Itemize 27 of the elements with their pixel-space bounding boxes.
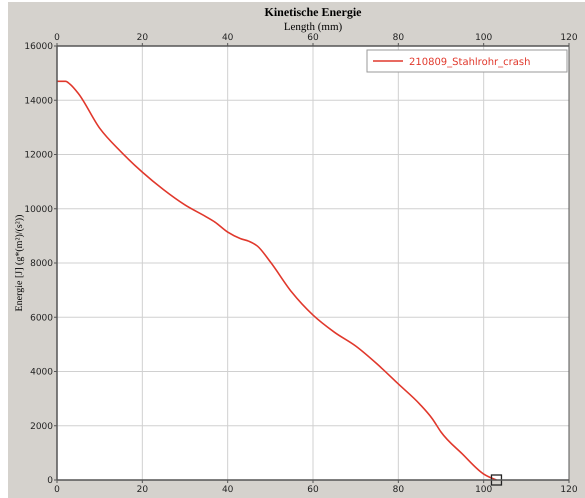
y-tick-label: 14000 [24,96,54,106]
y-tick-label: 2000 [30,422,54,432]
x-tick-label: 80 [392,33,404,43]
x-tick-label: 40 [222,33,234,43]
x-tick-label: 60 [307,33,319,43]
x-tick-label: 100 [475,33,493,43]
x2-axis-title: Length (mm) [284,21,343,33]
y-tick-label: 0 [47,476,54,486]
x2-tick-label: 100 [475,485,493,495]
x-tick-label: 20 [136,33,148,43]
y-tick-label: 4000 [30,368,54,378]
x2-tick-label: 60 [307,485,319,495]
legend-label: 210809_Stahlrohr_crash [409,57,530,68]
x2-tick-label: 80 [392,485,404,495]
x2-tick-label: 20 [136,485,148,495]
chart-title: Kinetische Energie [264,5,362,19]
y-tick-label: 10000 [24,204,54,215]
x2-tick-label: 120 [560,485,578,495]
y-axis-title: Energie [J] (g*(m²)/(s²)) [14,214,25,312]
x-tick-label: 0 [54,33,60,43]
y-tick-label: 6000 [30,313,54,324]
x-tick-label: 120 [560,33,578,43]
x2-tick-label: 0 [54,485,60,495]
y-tick-label: 12000 [24,150,54,160]
x2-tick-label: 40 [222,485,234,495]
y-tick-label: 8000 [30,259,54,269]
y-tick-label: 16000 [24,42,54,52]
